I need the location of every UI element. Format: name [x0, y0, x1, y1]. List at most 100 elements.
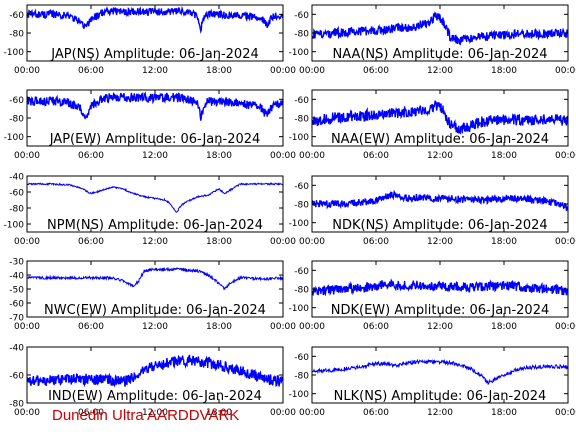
x-tick-label: 18:00 [491, 66, 517, 76]
x-tick-label: 18:00 [206, 408, 232, 418]
x-tick-label: 00:00 [14, 408, 40, 418]
x-tick-label: 06:00 [363, 237, 389, 247]
x-tick-label: 18:00 [491, 408, 517, 418]
chart-panel-6: -60 -80 -100 00:00 06:00 12:00 18:00 00:00 NDK(N… [289, 175, 576, 247]
x-tick-label: 00:00 [270, 237, 296, 247]
x-tick-label: 18:00 [491, 237, 517, 247]
y-tick-label: -80 [294, 30, 309, 40]
trace-line [27, 354, 283, 388]
chart-panel-2: -60 -80 -100 00:00 06:00 12:00 18:00 00:00 NAA(N… [289, 4, 576, 76]
x-tick-label: 12:00 [427, 237, 453, 247]
y-tick-label: -80 [9, 115, 24, 125]
x-tick-label: 00:00 [299, 151, 325, 161]
y-tick-label: -60 [294, 182, 309, 192]
chart-title: NAA(EW) Amplitude: 06-Jan-2024 [331, 132, 549, 147]
footer-caption: Dunedin Ultra AARDDVARK [52, 407, 240, 424]
x-tick-label: 06:00 [363, 151, 389, 161]
chart-title: NAA(NS) Amplitude: 06-Jan-2024 [332, 47, 547, 62]
x-tick-label: 00:00 [555, 322, 576, 332]
x-tick-label: 18:00 [491, 322, 517, 332]
y-tick-label: -80 [294, 201, 309, 211]
y-tick-label: -100 [289, 390, 310, 400]
x-tick-label: 12:00 [142, 408, 168, 418]
x-tick-label: 18:00 [206, 237, 232, 247]
x-tick-label: 18:00 [206, 66, 232, 76]
chart-panel-1: -60 -80 -100 00:00 06:00 12:00 18:00 00:00 JAP(N… [4, 4, 296, 76]
x-tick-label: 12:00 [142, 151, 168, 161]
chart-panel-8: -60 -80 -100 00:00 06:00 12:00 18:00 00:00 NDK(E… [289, 260, 576, 332]
chart-title: NDK(NS) Amplitude: 06-Jan-2024 [332, 218, 547, 233]
x-tick-label: 12:00 [427, 408, 453, 418]
chart-title: NDK(EW) Amplitude: 06-Jan-2024 [331, 303, 550, 318]
trace-line [27, 91, 283, 121]
y-tick-label: -60 [294, 96, 309, 106]
x-tick-label: 00:00 [299, 66, 325, 76]
y-tick-label: -80 [9, 30, 24, 40]
chart-title: IND(EW) Amplitude: 06-Jan-2024 [48, 389, 262, 404]
x-tick-label: 06:00 [78, 151, 104, 161]
y-tick-label: -40 [9, 173, 24, 183]
chart-panel-5: -40 -60 -80 -100 00:00 06:00 12:00 18:00 00:00 NP… [4, 173, 297, 248]
y-tick-label: -60 [9, 372, 24, 382]
x-tick-label: 06:00 [78, 66, 104, 76]
x-tick-label: 12:00 [427, 66, 453, 76]
x-tick-label: 06:00 [363, 66, 389, 76]
chart-title: NWC(EW) Amplitude: 06-Jan-2024 [44, 303, 266, 318]
x-tick-label: 12:00 [142, 237, 168, 247]
y-tick-label: -60 [9, 189, 24, 199]
y-tick-label: -100 [289, 304, 310, 314]
trace-line [312, 100, 568, 135]
y-tick-label: -30 [9, 258, 24, 268]
x-tick-label: 06:00 [78, 408, 104, 418]
chart-title: NLK(NS) Amplitude: 06-Jan-2024 [334, 389, 547, 404]
y-tick-label: -70 [9, 314, 24, 324]
y-tick-label: -60 [294, 267, 309, 277]
trace-line [27, 5, 283, 34]
y-tick-label: -100 [4, 221, 25, 231]
trace-line [27, 266, 283, 291]
x-tick-label: 06:00 [363, 322, 389, 332]
chart-panel-4: -60 -80 -100 00:00 06:00 12:00 18:00 00:00 NAA(E… [289, 89, 576, 161]
y-tick-label: -60 [9, 11, 24, 21]
x-tick-label: 00:00 [14, 237, 40, 247]
x-tick-label: 12:00 [427, 151, 453, 161]
x-tick-label: 00:00 [555, 237, 576, 247]
x-tick-label: 00:00 [555, 151, 576, 161]
y-tick-label: -60 [9, 300, 24, 310]
chart-panel-10: -60 -80 -100 00:00 06:00 12:00 18:00 00:00 NLK(N… [289, 346, 576, 418]
y-tick-label: -40 [9, 344, 24, 354]
x-tick-label: 00:00 [14, 151, 40, 161]
chart-title: JAP(EW) Amplitude: 06-Jan-2024 [49, 132, 261, 147]
x-tick-label: 00:00 [270, 151, 296, 161]
chart-title: JAP(NS) Amplitude: 06-Jan-2024 [50, 47, 259, 62]
y-tick-label: -80 [294, 115, 309, 125]
y-tick-label: -100 [4, 133, 25, 143]
y-tick-label: -50 [9, 286, 24, 296]
y-tick-label: -100 [289, 48, 310, 58]
x-tick-label: 06:00 [78, 322, 104, 332]
y-tick-label: -80 [294, 286, 309, 296]
x-tick-label: 00:00 [14, 322, 40, 332]
y-tick-label: -80 [9, 205, 24, 215]
x-tick-label: 00:00 [555, 408, 576, 418]
x-tick-label: 00:00 [270, 408, 296, 418]
x-tick-label: 00:00 [299, 322, 325, 332]
x-tick-label: 06:00 [363, 408, 389, 418]
x-tick-label: 00:00 [555, 66, 576, 76]
x-tick-label: 18:00 [491, 151, 517, 161]
trace-line [312, 189, 568, 211]
x-tick-label: 18:00 [206, 322, 232, 332]
y-tick-label: -100 [289, 133, 310, 143]
x-tick-label: 18:00 [206, 151, 232, 161]
x-tick-label: 00:00 [299, 408, 325, 418]
y-tick-label: -100 [289, 219, 310, 229]
trace-line [312, 278, 568, 297]
x-tick-label: 00:00 [14, 66, 40, 76]
chart-title: NPM(NS) Amplitude: 06-Jan-2024 [47, 218, 263, 233]
x-tick-label: 12:00 [427, 322, 453, 332]
y-tick-label: -60 [294, 353, 309, 363]
